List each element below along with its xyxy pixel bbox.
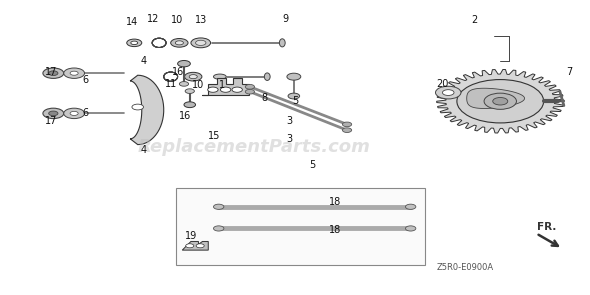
Text: 17: 17 [45, 117, 57, 127]
Text: 5: 5 [292, 96, 298, 106]
Polygon shape [437, 69, 564, 133]
Text: 7: 7 [566, 67, 573, 77]
Circle shape [232, 87, 242, 92]
Circle shape [221, 87, 231, 92]
Circle shape [178, 60, 191, 67]
Ellipse shape [214, 74, 226, 79]
Text: 16: 16 [179, 111, 191, 121]
Circle shape [288, 93, 300, 99]
Text: 19: 19 [185, 231, 197, 241]
Circle shape [70, 111, 78, 115]
Text: ReplacementParts.com: ReplacementParts.com [138, 138, 371, 157]
Circle shape [457, 80, 543, 123]
Text: FR.: FR. [537, 222, 556, 232]
Ellipse shape [264, 73, 270, 81]
Text: 15: 15 [208, 131, 220, 141]
Circle shape [49, 71, 58, 76]
Text: 18: 18 [329, 197, 342, 207]
Text: 3: 3 [286, 134, 292, 144]
Text: 13: 13 [195, 15, 208, 25]
Text: 4: 4 [140, 56, 146, 66]
Text: 6: 6 [83, 75, 88, 85]
Text: 3: 3 [286, 117, 292, 127]
Circle shape [132, 104, 143, 110]
Circle shape [184, 102, 195, 108]
Text: 16: 16 [172, 67, 184, 77]
Circle shape [175, 41, 183, 45]
Text: 9: 9 [282, 14, 289, 24]
Circle shape [189, 75, 197, 79]
Polygon shape [182, 241, 208, 250]
Circle shape [43, 68, 64, 78]
Circle shape [179, 82, 189, 86]
Polygon shape [467, 88, 525, 109]
Text: 2: 2 [471, 15, 477, 25]
Circle shape [342, 128, 352, 132]
Circle shape [405, 226, 416, 231]
Circle shape [131, 41, 137, 45]
Polygon shape [202, 78, 249, 96]
Text: 6: 6 [83, 108, 88, 118]
Text: 14: 14 [126, 17, 138, 27]
Text: 5: 5 [309, 160, 316, 170]
Circle shape [442, 90, 454, 96]
Text: 1: 1 [218, 80, 225, 90]
Circle shape [214, 226, 224, 231]
Circle shape [208, 87, 218, 92]
Circle shape [214, 204, 224, 209]
Circle shape [70, 71, 78, 75]
Text: 11: 11 [165, 79, 177, 89]
Text: 10: 10 [192, 80, 204, 90]
Circle shape [484, 93, 516, 109]
Circle shape [245, 89, 254, 94]
Text: 17: 17 [45, 67, 57, 77]
Circle shape [405, 204, 416, 209]
Circle shape [171, 39, 188, 47]
Circle shape [64, 68, 84, 78]
Text: 4: 4 [140, 145, 146, 155]
Text: 12: 12 [147, 14, 159, 24]
Polygon shape [130, 75, 163, 145]
Text: 20: 20 [436, 79, 448, 89]
Circle shape [64, 108, 84, 119]
FancyBboxPatch shape [176, 188, 425, 265]
Circle shape [195, 40, 206, 45]
Text: Z5R0-E0900A: Z5R0-E0900A [437, 263, 494, 272]
Circle shape [287, 73, 301, 80]
Text: 18: 18 [329, 225, 342, 235]
Ellipse shape [280, 39, 285, 47]
Circle shape [196, 244, 204, 248]
Text: 8: 8 [262, 93, 268, 103]
Circle shape [435, 86, 461, 99]
Circle shape [49, 111, 58, 116]
Circle shape [127, 39, 142, 47]
Circle shape [191, 38, 211, 48]
Circle shape [493, 97, 508, 105]
Circle shape [185, 89, 194, 94]
Circle shape [43, 108, 64, 119]
Circle shape [245, 84, 254, 89]
Text: 10: 10 [171, 15, 183, 25]
Circle shape [342, 122, 352, 127]
Circle shape [185, 72, 202, 81]
Circle shape [186, 244, 194, 248]
